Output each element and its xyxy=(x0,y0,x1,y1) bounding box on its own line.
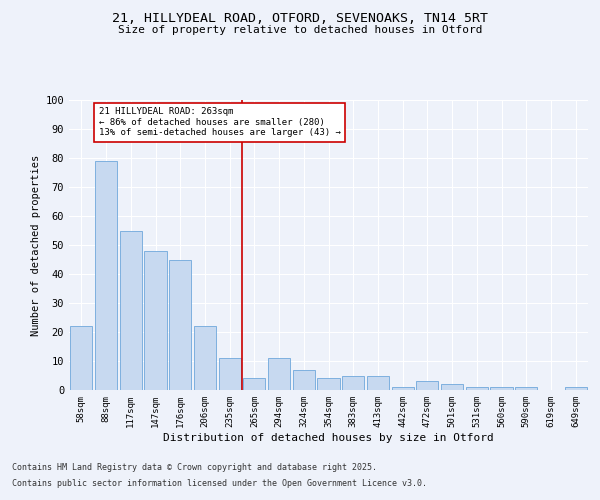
Bar xyxy=(70,326,92,390)
Bar xyxy=(416,382,439,390)
Bar xyxy=(218,358,241,390)
Text: 21, HILLYDEAL ROAD, OTFORD, SEVENOAKS, TN14 5RT: 21, HILLYDEAL ROAD, OTFORD, SEVENOAKS, T… xyxy=(112,12,488,26)
Bar xyxy=(515,387,538,390)
Bar xyxy=(466,387,488,390)
Bar xyxy=(317,378,340,390)
Bar xyxy=(490,387,512,390)
Bar xyxy=(169,260,191,390)
Bar xyxy=(194,326,216,390)
Text: Size of property relative to detached houses in Otford: Size of property relative to detached ho… xyxy=(118,25,482,35)
Bar xyxy=(342,376,364,390)
Bar xyxy=(95,161,117,390)
Bar xyxy=(145,251,167,390)
Bar xyxy=(293,370,315,390)
Bar xyxy=(119,230,142,390)
Bar xyxy=(243,378,265,390)
Bar xyxy=(441,384,463,390)
Y-axis label: Number of detached properties: Number of detached properties xyxy=(31,154,41,336)
Bar xyxy=(268,358,290,390)
Text: Contains HM Land Registry data © Crown copyright and database right 2025.: Contains HM Land Registry data © Crown c… xyxy=(12,464,377,472)
Text: Contains public sector information licensed under the Open Government Licence v3: Contains public sector information licen… xyxy=(12,478,427,488)
Bar xyxy=(392,387,414,390)
X-axis label: Distribution of detached houses by size in Otford: Distribution of detached houses by size … xyxy=(163,432,494,442)
Bar xyxy=(367,376,389,390)
Bar xyxy=(565,387,587,390)
Text: 21 HILLYDEAL ROAD: 263sqm
← 86% of detached houses are smaller (280)
13% of semi: 21 HILLYDEAL ROAD: 263sqm ← 86% of detac… xyxy=(98,108,341,137)
